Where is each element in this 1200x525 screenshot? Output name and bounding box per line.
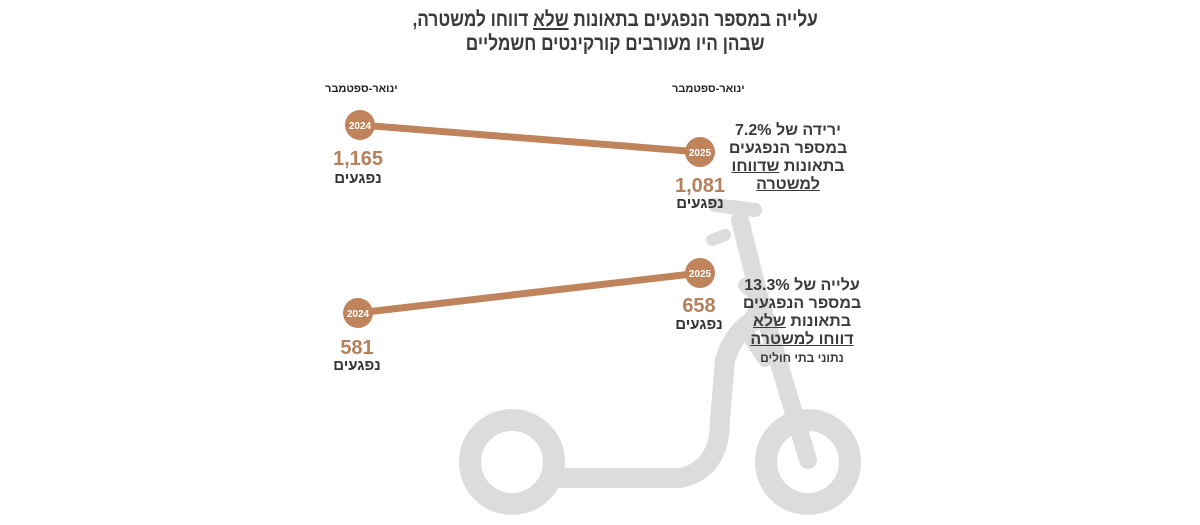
value-label: 581 <box>340 337 374 359</box>
year-label: 2025 <box>689 148 712 159</box>
unit-label: נפגעים <box>676 195 724 212</box>
unit-label: נפגעים <box>334 170 382 187</box>
data-point <box>345 110 375 140</box>
data-point <box>343 298 373 328</box>
year-label: 2025 <box>689 269 712 280</box>
series-line <box>359 121 701 156</box>
year-label: 2024 <box>349 121 372 132</box>
series-line <box>357 269 701 317</box>
chart-title: עלייה במספר הנפגעים בתאונות שלא דווחו למ… <box>412 8 818 55</box>
unit-label: נפגעים <box>333 357 381 374</box>
period-label-2024: ינואר-ספטמבר <box>325 83 398 95</box>
scooter-silhouette <box>459 198 861 515</box>
period-label-2025: ינואר-ספטמבר <box>672 83 745 95</box>
value-label: 658 <box>682 295 716 317</box>
year-label: 2024 <box>347 309 370 320</box>
data-point <box>685 137 715 167</box>
value-label: 1,081 <box>674 175 726 197</box>
value-label: 1,165 <box>332 148 384 170</box>
data-point <box>685 258 715 288</box>
annotation-unreported: עלייה של 13.3% במספר הנפגעים בתאונות שלא… <box>742 277 862 365</box>
annotation-reported: ירידה של 7.2% במספר הנפגעים בתאונות שדוו… <box>728 122 848 193</box>
unit-label: נפגעים <box>675 316 723 333</box>
